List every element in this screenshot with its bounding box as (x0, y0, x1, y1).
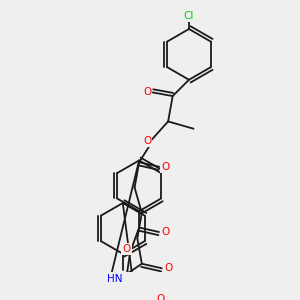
Text: O: O (161, 162, 169, 172)
Text: O: O (143, 87, 152, 98)
Text: O: O (122, 244, 130, 254)
Text: O: O (164, 263, 172, 273)
Text: Cl: Cl (184, 11, 194, 21)
Text: HN: HN (107, 274, 122, 284)
Text: O: O (157, 294, 165, 300)
Text: O: O (161, 227, 169, 237)
Text: O: O (143, 136, 152, 146)
